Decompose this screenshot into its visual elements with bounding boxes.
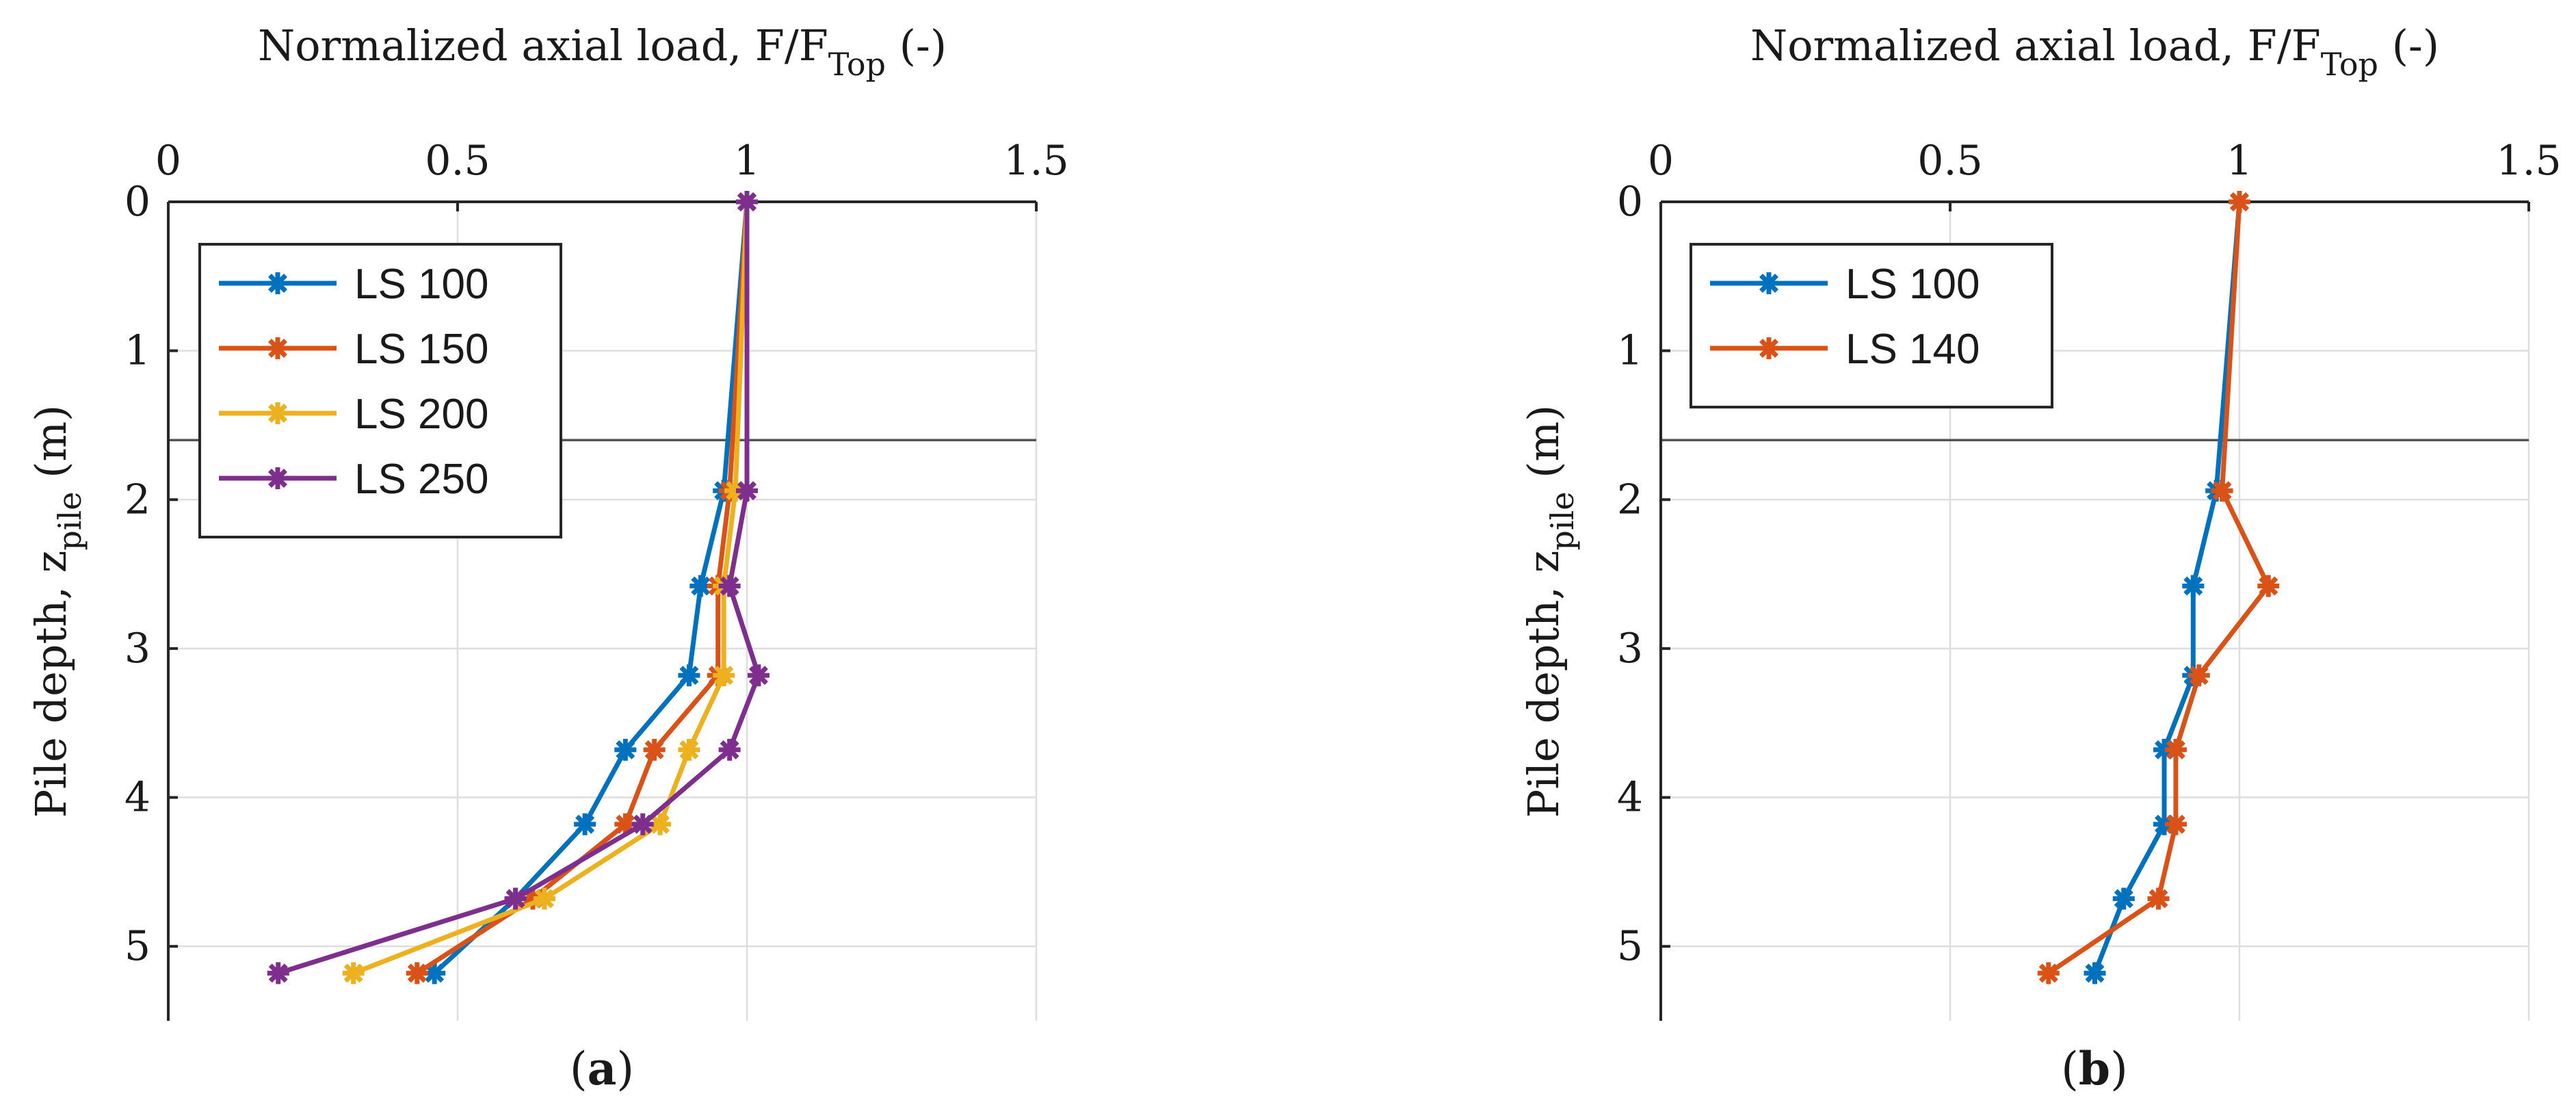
- x-axis-title-main: Normalized axial load, F/F: [258, 21, 828, 70]
- legend-label: LS 100: [354, 261, 489, 308]
- x-tick-label: 1.5: [1003, 137, 1068, 185]
- legend-label: LS 100: [1845, 261, 1980, 308]
- y-tick-label: 3: [124, 625, 150, 673]
- x-tick-label: 1: [2226, 137, 2252, 185]
- data-point-ls-100: [678, 664, 700, 687]
- data-point-ls-140: [2257, 575, 2280, 597]
- legend-label: LS 200: [354, 391, 489, 438]
- y-tick-label: 1: [124, 327, 150, 375]
- data-point-ls-150: [643, 738, 666, 761]
- legend: LS 100 LS 150 LS 200 LS 250: [198, 243, 562, 538]
- x-tick-label: 0: [155, 137, 181, 185]
- data-point-ls-250: [718, 738, 741, 761]
- y-axis-title-sub: pile: [1544, 492, 1581, 551]
- y-axis-title-sub: pile: [51, 492, 88, 551]
- panel-label-open: (: [2061, 1043, 2079, 1095]
- legend-label: LS 250: [354, 456, 489, 503]
- y-axis-title-main: Pile depth, z: [1519, 551, 1568, 818]
- legend-marker: [1758, 337, 1780, 359]
- x-axis-title-tail: (-): [886, 21, 947, 70]
- series-line-ls-250: [277, 202, 761, 976]
- panel-label-letter: b: [2079, 1042, 2110, 1095]
- x-axis-title: Normalized axial load, F/FTop (-): [258, 21, 947, 83]
- panel-label-open: (: [570, 1043, 588, 1095]
- y-axis-title-tail: (m): [1519, 405, 1568, 492]
- y-tick-label: 1: [1617, 327, 1643, 375]
- data-point-ls-250: [267, 962, 289, 985]
- data-point-ls-100: [2112, 887, 2135, 910]
- panel-label: (b): [2061, 1042, 2128, 1095]
- x-tick-label: 1: [734, 137, 760, 185]
- series-line-ls-150: [415, 201, 750, 976]
- legend: LS 100 LS 140: [1690, 243, 2053, 408]
- data-point-ls-250: [631, 813, 654, 835]
- x-axis-title-tail: (-): [2378, 21, 2439, 70]
- legend-marker: [267, 272, 289, 294]
- series-line-ls-200: [352, 201, 750, 976]
- panel-label-letter: a: [588, 1042, 617, 1095]
- data-point-ls-140: [2037, 962, 2060, 985]
- panel-label: (a): [570, 1042, 634, 1095]
- data-point-ls-200: [533, 887, 555, 910]
- data-point-ls-100: [2182, 575, 2205, 597]
- y-tick-label: 5: [1617, 922, 1643, 970]
- x-axis-title-sub: Top: [828, 46, 886, 83]
- data-point-ls-250: [718, 575, 741, 597]
- x-axis-title: Normalized axial load, F/FTop (-): [1750, 21, 2439, 83]
- legend-box: [1690, 243, 2053, 408]
- y-tick-label: 2: [1617, 476, 1643, 523]
- data-point-ls-140: [2229, 191, 2250, 213]
- y-axis-title: Pile depth, zpile (m): [1519, 405, 1581, 818]
- data-point-ls-140: [2147, 887, 2170, 910]
- x-axis-title-main: Normalized axial load, F/F: [1750, 21, 2321, 70]
- data-point-ls-140: [2164, 738, 2187, 761]
- data-point-ls-140: [2164, 813, 2187, 835]
- data-point-ls-250: [736, 191, 758, 213]
- series-line-ls-100: [432, 201, 750, 975]
- x-tick-label: 1.5: [2496, 137, 2561, 185]
- y-axis-title-main: Pile depth, z: [26, 551, 76, 818]
- series-line-ls-100: [2092, 201, 2242, 974]
- y-tick-label: 0: [1617, 178, 1643, 226]
- y-axis-title-tail: (m): [26, 405, 76, 492]
- y-axis-title: Pile depth, zpile (m): [26, 405, 88, 818]
- data-point-ls-100: [614, 738, 637, 761]
- y-tick-label: 5: [124, 922, 150, 970]
- panel-label-close: ): [2110, 1043, 2128, 1095]
- data-point-ls-250: [747, 664, 770, 687]
- data-point-ls-100: [574, 813, 596, 835]
- data-point-ls-140: [2187, 664, 2210, 687]
- series-line-ls-140: [2047, 201, 2271, 976]
- panel-label-close: ): [616, 1043, 634, 1095]
- data-point-ls-100: [2084, 962, 2106, 985]
- legend-marker: [267, 402, 289, 424]
- panel-a-chart: 0 0.5 1 1.5 0 1 2 3 4 5 Normalized axial load, F/F…: [26, 21, 1069, 1095]
- y-tick-label: 4: [1617, 774, 1643, 822]
- legend-marker: [267, 467, 289, 489]
- x-tick-label: 0.5: [1917, 137, 1982, 185]
- y-tick-label: 3: [1617, 625, 1643, 673]
- x-tick-label: 0.5: [425, 137, 490, 185]
- legend-box: [198, 243, 562, 538]
- y-tick-label: 4: [124, 774, 150, 822]
- y-tick-label: 0: [124, 178, 150, 226]
- data-point-ls-250: [504, 887, 527, 910]
- data-point-ls-200: [678, 738, 700, 761]
- data-point-ls-200: [713, 664, 735, 687]
- x-axis-title-sub: Top: [2321, 46, 2378, 83]
- data-point-ls-200: [342, 962, 365, 985]
- panel-b-chart: 0 0.5 1 1.5 0 1 2 3 4 5 Normalized axial load, F/F…: [1519, 21, 2562, 1095]
- y-tick-label: 2: [124, 476, 150, 523]
- legend-label: LS 150: [354, 326, 489, 373]
- x-tick-label: 0: [1648, 137, 1674, 185]
- data-point-ls-150: [406, 962, 428, 985]
- legend-label: LS 140: [1845, 326, 1980, 373]
- data-point-ls-250: [736, 480, 758, 502]
- legend-marker: [267, 337, 289, 359]
- data-point-ls-140: [2211, 480, 2233, 502]
- legend-marker: [1758, 272, 1780, 294]
